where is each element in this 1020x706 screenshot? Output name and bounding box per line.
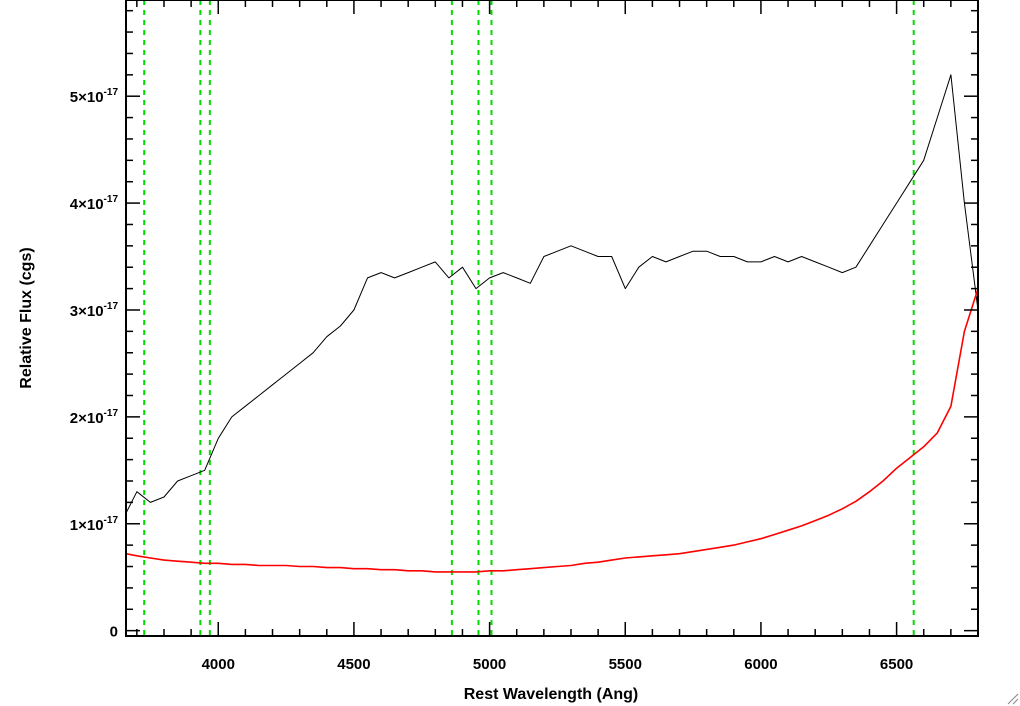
series-line-1 (125, 288, 979, 573)
x-tick-label: 4000 (202, 656, 235, 673)
plot-frame (125, 0, 979, 637)
y-axis-label: Relative Flux (cgs) (18, 247, 35, 388)
axes (125, 0, 979, 637)
ticks: 4000 4500 5000 5500 6000 6500 0 1×10-17 2×10-17 3… (70, 0, 979, 673)
x-axis-label: Rest Wavelength (Ang) (464, 686, 639, 703)
y-tick-label: 2×10-17 (70, 408, 119, 427)
y-tick-label: 3×10-17 (70, 301, 119, 320)
y-tick-label: 0 (110, 624, 118, 641)
y-tick-label: 5×10-17 (70, 87, 119, 106)
x-tick-label: 5500 (609, 656, 642, 673)
y-tick-label: 4×10-17 (70, 194, 119, 213)
x-tick-label: 6500 (880, 656, 913, 673)
marker-lines (143, 0, 915, 636)
resize-grip-icon[interactable] (1007, 693, 1019, 705)
y-tick-label: 1×10-17 (70, 515, 119, 534)
series-line-0 (125, 74, 979, 514)
x-tick-label: 6000 (744, 656, 777, 673)
x-tick-label: 5000 (473, 656, 506, 673)
x-tick-label: 4500 (337, 656, 370, 673)
series-group (125, 74, 979, 573)
